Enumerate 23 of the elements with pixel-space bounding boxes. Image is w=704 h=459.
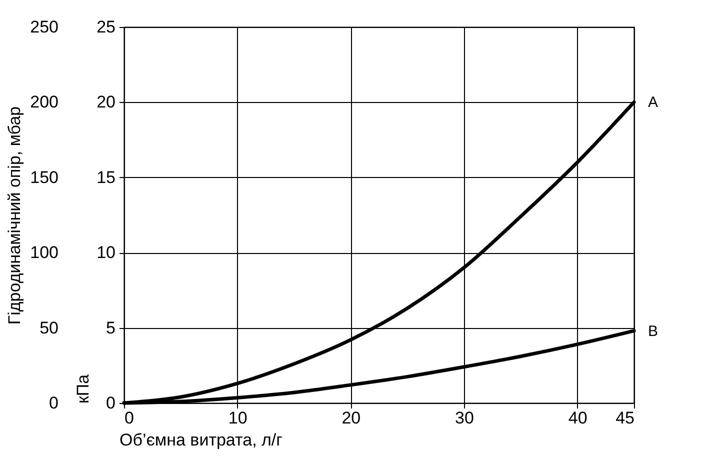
y2-tick-label: 100 — [30, 243, 58, 262]
x-tick-label: 10 — [228, 408, 248, 428]
x-tick-label: 30 — [455, 408, 474, 428]
series-label: B — [648, 322, 658, 340]
y2-tick-label: 50 — [40, 318, 58, 338]
x-tick-label: 0 — [124, 408, 134, 428]
y-tick-label: 20 — [96, 92, 116, 112]
y-tick-label: 0 — [106, 394, 116, 412]
y-tick-label: 25 — [96, 18, 116, 36]
y2-tick-label: 250 — [30, 18, 58, 36]
series-label: A — [648, 94, 658, 112]
y-tick-label: 15 — [96, 168, 116, 187]
y2-tick-label: 200 — [30, 92, 58, 112]
y-axis-title: кПа — [74, 374, 93, 404]
y2-axis-title: Гідродинамічний опір, мбар — [5, 106, 24, 325]
x-tick-label: 45 — [616, 408, 634, 428]
y2-tick-label: 150 — [30, 168, 58, 187]
y2-tick-label: 0 — [49, 394, 58, 412]
x-tick-label: 40 — [568, 408, 588, 428]
y-tick-label: 10 — [96, 243, 116, 262]
y-tick-label: 5 — [106, 318, 116, 338]
x-axis-title: Об’ємна витрата, л/г — [120, 430, 282, 450]
x-tick-label: 20 — [342, 408, 361, 428]
